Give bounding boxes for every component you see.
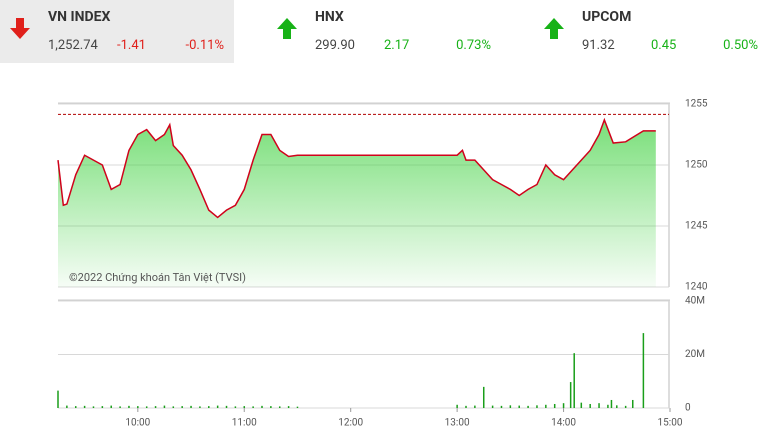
volume-bar [573, 353, 575, 408]
volume-bar [482, 386, 485, 408]
volume-bar [598, 403, 600, 408]
x-tick-label: 11:00 [232, 418, 257, 429]
volume-bar [456, 404, 458, 408]
index-value: 299.90 [315, 38, 355, 53]
index-name: HNX [315, 9, 344, 25]
volume-bar [243, 406, 246, 408]
volume-bar [181, 406, 183, 408]
volume-bar [527, 405, 529, 408]
index-change: 0.45 [651, 38, 677, 53]
volume-bar [610, 399, 613, 408]
volume-bar [234, 406, 237, 408]
volume-bar [225, 405, 228, 408]
index-name: UPCOM [582, 9, 632, 25]
area-fill [58, 119, 656, 287]
index-value: 1,252.74 [48, 38, 98, 53]
volume-bar [278, 406, 281, 408]
volume-bar [518, 405, 520, 408]
y-tick-label: 20M [685, 349, 705, 360]
y-tick-label: 1240 [685, 282, 708, 293]
direction-arrow [544, 18, 564, 39]
volume-bar [270, 406, 272, 408]
volume-bar [631, 399, 634, 408]
index-name: VN INDEX [48, 9, 111, 25]
volume-bar [562, 403, 565, 408]
volume-bar [137, 406, 139, 408]
volume-bar [172, 406, 175, 408]
volume-bar [474, 405, 476, 408]
price-line [57, 117, 656, 219]
watermark: ©2022 Chứng khoán Tân Việt (TVSI) [69, 271, 246, 284]
index-percent: 0.50% [723, 38, 758, 53]
arrow-shape [10, 18, 30, 39]
volume-bar [83, 405, 86, 408]
x-tick-label: 12:00 [338, 418, 363, 429]
volume-bar [74, 406, 77, 408]
volume-bar [536, 405, 538, 408]
volume-bar [145, 406, 148, 408]
volume-bar [66, 405, 68, 408]
volume-bar [101, 406, 104, 408]
volume-bar [252, 406, 254, 408]
volume-bar [509, 405, 512, 408]
volume-bar [287, 406, 290, 408]
volume-bar [500, 405, 503, 408]
index-change: 2.17 [384, 38, 410, 53]
volume-bar [154, 406, 157, 408]
volume-bar [208, 406, 210, 408]
direction-arrow [277, 18, 297, 39]
index-change: -1.41 [117, 38, 146, 53]
volume-bar [110, 405, 112, 408]
arrow-shape [544, 18, 564, 39]
volume-bar [128, 405, 130, 408]
volume-bar [491, 405, 494, 408]
volume-bar [616, 405, 618, 408]
index-percent: 0.73% [456, 38, 491, 53]
index-tile: VN INDEX 1,252.74 -1.41 -0.11% [0, 0, 234, 63]
index-tile: HNX 299.90 2.17 0.73% [267, 0, 501, 63]
arrow-shape [277, 18, 297, 39]
direction-arrow [10, 18, 30, 39]
volume-bar [569, 382, 572, 408]
volume-bar [465, 405, 467, 408]
volume-bar [296, 406, 299, 408]
volume-bar [589, 403, 591, 408]
volume-bar [553, 403, 556, 408]
volume-bar [163, 405, 166, 408]
index-tile: UPCOM 91.32 0.45 0.50% [534, 0, 762, 63]
volume-bar [216, 405, 219, 408]
volume-bar [119, 406, 121, 408]
volume-bar [545, 404, 547, 408]
x-tick-label: 14:00 [551, 418, 576, 429]
volume-bar [57, 390, 59, 408]
volume-bar [261, 405, 263, 408]
index-value: 91.32 [582, 38, 615, 53]
y-tick-label: 0 [685, 403, 691, 414]
y-tick-label: 1250 [685, 160, 708, 171]
y-tick-label: 1255 [685, 99, 708, 110]
x-tick-label: 15:00 [658, 418, 683, 429]
y-tick-label: 40M [685, 296, 705, 307]
y-tick-label: 1245 [685, 221, 708, 232]
volume-bar [580, 402, 583, 408]
volume-bar [199, 406, 201, 408]
volume-bar [190, 405, 192, 408]
volume-bar [642, 333, 645, 408]
volume-bar [92, 406, 95, 408]
volume-bar [607, 404, 609, 408]
volume-bar [624, 405, 627, 408]
x-tick-label: 10:00 [125, 418, 150, 429]
index-percent: -0.11% [185, 38, 224, 53]
x-tick-label: 13:00 [445, 418, 470, 429]
